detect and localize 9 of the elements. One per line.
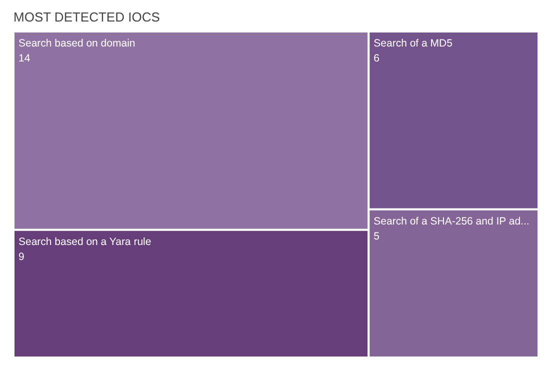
- category-label: Search of a MD5: [374, 38, 453, 50]
- text: MOST DETECTED IOCS: [14, 10, 160, 24]
- data-label: 14: [18, 52, 30, 64]
- data-label: 5: [374, 230, 380, 242]
- category-label: Search based on domain: [18, 38, 136, 50]
- category-label: Search of a SHA-256 and IP ad...: [374, 215, 530, 228]
- category-label: Search based on a Yara rule: [18, 236, 152, 248]
- data-label: 6: [374, 52, 380, 64]
- data-label: 9: [18, 250, 24, 263]
